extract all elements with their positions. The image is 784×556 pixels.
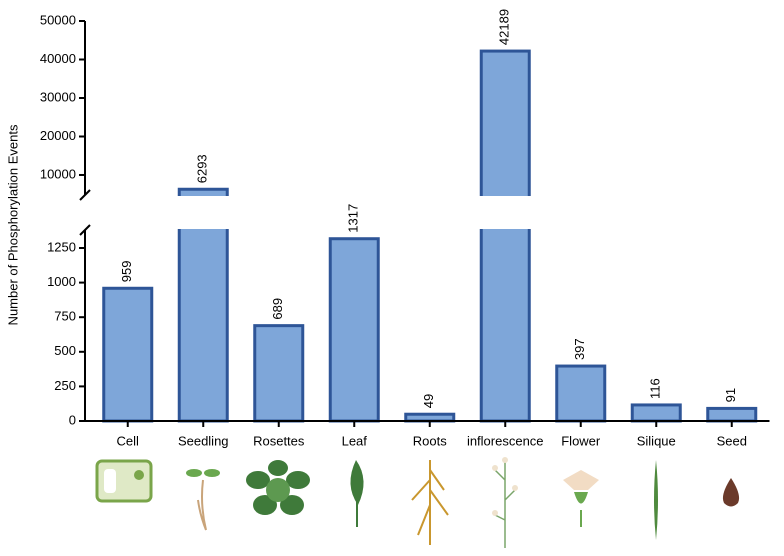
- x-tick-label: Roots: [413, 433, 447, 448]
- y-tick-label: 750: [54, 309, 76, 324]
- icon-leaf: [350, 460, 364, 505]
- y-tick-label: 50000: [40, 12, 76, 27]
- x-tick-label: Rosettes: [253, 433, 305, 448]
- icon-seedling: [197, 479, 207, 531]
- axis-break-gap: [176, 196, 231, 229]
- bar: [706, 406, 758, 423]
- y-tick-label: 0: [69, 412, 76, 427]
- axis-break: [79, 224, 91, 236]
- x-tick-label: Flower: [561, 433, 601, 448]
- x-tick-label: Leaf: [342, 433, 368, 448]
- x-tick-label: Seed: [717, 433, 747, 448]
- icon-silique: [654, 460, 658, 540]
- value-label: 959: [119, 261, 134, 283]
- icon-roots: [411, 460, 449, 545]
- icon-inflorescence: [494, 460, 516, 548]
- x-tick-label: Cell: [117, 433, 140, 448]
- y-tick-label: 40000: [40, 51, 76, 66]
- y-tick-label: 500: [54, 343, 76, 358]
- bar: [479, 49, 531, 423]
- icons: [95, 457, 740, 548]
- bar: [555, 364, 607, 423]
- bar: [102, 286, 154, 423]
- y-tick-label: 20000: [40, 128, 76, 143]
- y-tick-label: 1000: [47, 274, 76, 289]
- value-label: 689: [270, 298, 285, 320]
- value-label: 49: [421, 394, 436, 408]
- x-tick-label: Seedling: [178, 433, 229, 448]
- value-label: 42189: [497, 9, 512, 45]
- icon-flower: [563, 470, 599, 490]
- icon-cell-nucleus: [134, 470, 144, 480]
- icon-seed: [722, 478, 740, 507]
- icon-flower-base: [574, 492, 588, 504]
- icon-rosette: [246, 460, 310, 515]
- value-label: 91: [723, 388, 738, 402]
- bar: [404, 412, 456, 423]
- y-tick-label: 250: [54, 378, 76, 393]
- y-tick-label: 30000: [40, 89, 76, 104]
- y-axis-label: Number of Phosphorylation Events: [5, 124, 20, 325]
- value-label: 116: [648, 378, 663, 399]
- value-label: 1317: [346, 204, 361, 233]
- y-tick-label: 1250: [47, 239, 76, 254]
- bar: [328, 237, 380, 423]
- icon-seedling-leaf: [204, 469, 220, 477]
- axis-break: [79, 189, 91, 201]
- axis-break-gap: [478, 196, 533, 229]
- x-tick-label: Silique: [637, 433, 676, 448]
- bar: [253, 324, 305, 423]
- x-tick-label: inflorescence: [467, 433, 544, 448]
- value-label: 397: [572, 338, 587, 360]
- icon-seedling-leaf: [186, 469, 202, 477]
- y-tick-label: 10000: [40, 166, 76, 181]
- value-label: 6293: [195, 154, 210, 183]
- bar: [630, 403, 682, 423]
- icon-flowers: [492, 457, 518, 516]
- icon-cell-vacuole: [104, 469, 116, 493]
